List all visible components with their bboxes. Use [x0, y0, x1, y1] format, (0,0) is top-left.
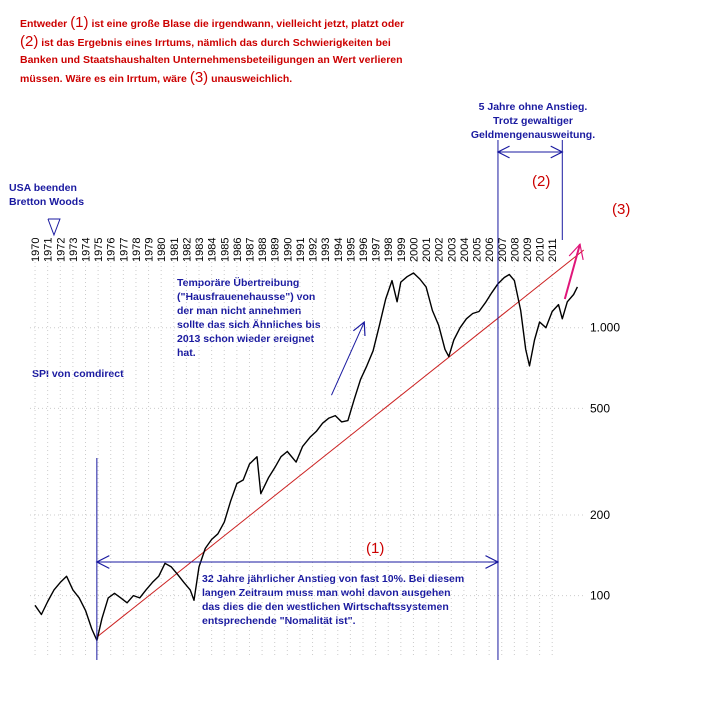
- intro-note: Entweder (1) ist eine große Blase die ir…: [20, 14, 480, 88]
- scenario-3-arrowhead: [568, 242, 584, 261]
- year-tick-label: 1985: [219, 238, 231, 262]
- y-tick-label: 1.000: [590, 321, 620, 335]
- trend-layer: [96, 249, 585, 638]
- year-tick-label: 2006: [484, 238, 496, 262]
- year-tick-label: 1986: [232, 238, 244, 262]
- year-tick-label: 1980: [156, 238, 168, 262]
- year-tick-label: 2011: [547, 238, 559, 262]
- grid: [30, 262, 585, 655]
- range-label-2: (2): [532, 173, 551, 190]
- year-tick-label: 1990: [282, 238, 294, 262]
- intro-line-3: Banken und Staatshaushalten Unternehmens…: [20, 54, 403, 66]
- year-tick-label: 1973: [68, 238, 80, 262]
- year-tick-label: 1977: [118, 238, 130, 262]
- intro-line-1: Entweder (1) ist eine große Blase die ir…: [20, 14, 405, 31]
- exaggeration-arrow: [331, 321, 365, 396]
- year-tick-label: 1979: [144, 238, 156, 262]
- value-axis: 100 200 500 1.000: [590, 321, 620, 603]
- trend-line: [96, 249, 585, 638]
- year-tick-label: 1997: [371, 238, 383, 262]
- year-tick-label: 1982: [181, 238, 193, 262]
- bretton-woods-marker: [47, 218, 61, 237]
- year-tick-label: 2010: [535, 238, 547, 262]
- exaggeration-arrowhead: [352, 320, 366, 337]
- year-tick-label: 1989: [270, 238, 282, 262]
- range-1-arrowhead-right: [485, 555, 500, 569]
- year-tick-label: 1991: [295, 238, 307, 262]
- marker-1: (1): [70, 14, 89, 31]
- source-note: SPI von comdirect: [32, 368, 124, 380]
- year-tick-label: 1998: [383, 238, 395, 262]
- year-tick-label: 1984: [207, 238, 219, 262]
- range-2-arrowhead-right: [550, 145, 564, 159]
- year-tick-label: 1996: [358, 238, 370, 262]
- year-tick-label: 1993: [320, 238, 332, 262]
- intro-line-2: (2) ist das Ergebnis eines Irrtums, näml…: [20, 33, 391, 50]
- year-tick-label: 2005: [472, 238, 484, 262]
- year-tick-label: 1975: [93, 238, 105, 262]
- y-tick-label: 100: [590, 589, 610, 603]
- year-tick-label: 2007: [497, 238, 509, 262]
- year-tick-label: 2004: [459, 238, 471, 262]
- year-tick-label: 1976: [106, 238, 118, 262]
- year-tick-label: 1971: [43, 238, 55, 262]
- year-tick-label: 1981: [169, 238, 181, 262]
- year-tick-label: 1987: [244, 238, 256, 262]
- bretton-woods-note: USA beenden Bretton Woods: [9, 182, 85, 208]
- scenario-label-3: (3): [612, 201, 631, 218]
- year-tick-label: 1983: [194, 238, 206, 262]
- marker-2: (2): [20, 33, 39, 50]
- year-tick-label: 1972: [55, 238, 67, 262]
- range-2-arrowhead-left: [496, 145, 510, 159]
- year-tick-label: 1994: [333, 238, 345, 262]
- year-tick-label: 2008: [509, 238, 521, 262]
- five-years-note: 5 Jahre ohne Anstieg. Trotz gewaltiger G…: [470, 101, 596, 141]
- temporary-exaggeration-note: Temporäre Übertreibung ("Hausfrauenehaus…: [177, 277, 321, 359]
- year-tick-label: 2001: [421, 238, 433, 262]
- annotation-layer: [47, 140, 584, 660]
- year-tick-label: 2003: [446, 238, 458, 262]
- range-1-arrowhead-left: [95, 555, 110, 569]
- year-tick-label: 1988: [257, 238, 269, 262]
- year-tick-label: 1970: [30, 238, 42, 262]
- year-tick-label: 1999: [396, 238, 408, 262]
- year-tick-label: 2009: [522, 238, 534, 262]
- marker-3: (3): [189, 69, 209, 86]
- intro-line-4: müssen. Wäre es ein Irrtum, wäre (3) una…: [20, 69, 293, 86]
- year-tick-label: 1974: [81, 238, 93, 262]
- y-tick-label: 500: [590, 401, 610, 415]
- year-tick-label: 1995: [345, 238, 357, 262]
- range-label-1: (1): [366, 540, 385, 557]
- scenario-3-arrow: [563, 243, 581, 300]
- year-axis: 1970 1971 1972 1973 1974 1975 1976 1977 1978 1979…: [30, 238, 559, 262]
- year-tick-label: 2000: [408, 238, 420, 262]
- year-tick-label: 1992: [308, 238, 320, 262]
- year-tick-label: 1978: [131, 238, 143, 262]
- year-tick-label: 2002: [434, 238, 446, 262]
- y-tick-label: 200: [590, 508, 610, 522]
